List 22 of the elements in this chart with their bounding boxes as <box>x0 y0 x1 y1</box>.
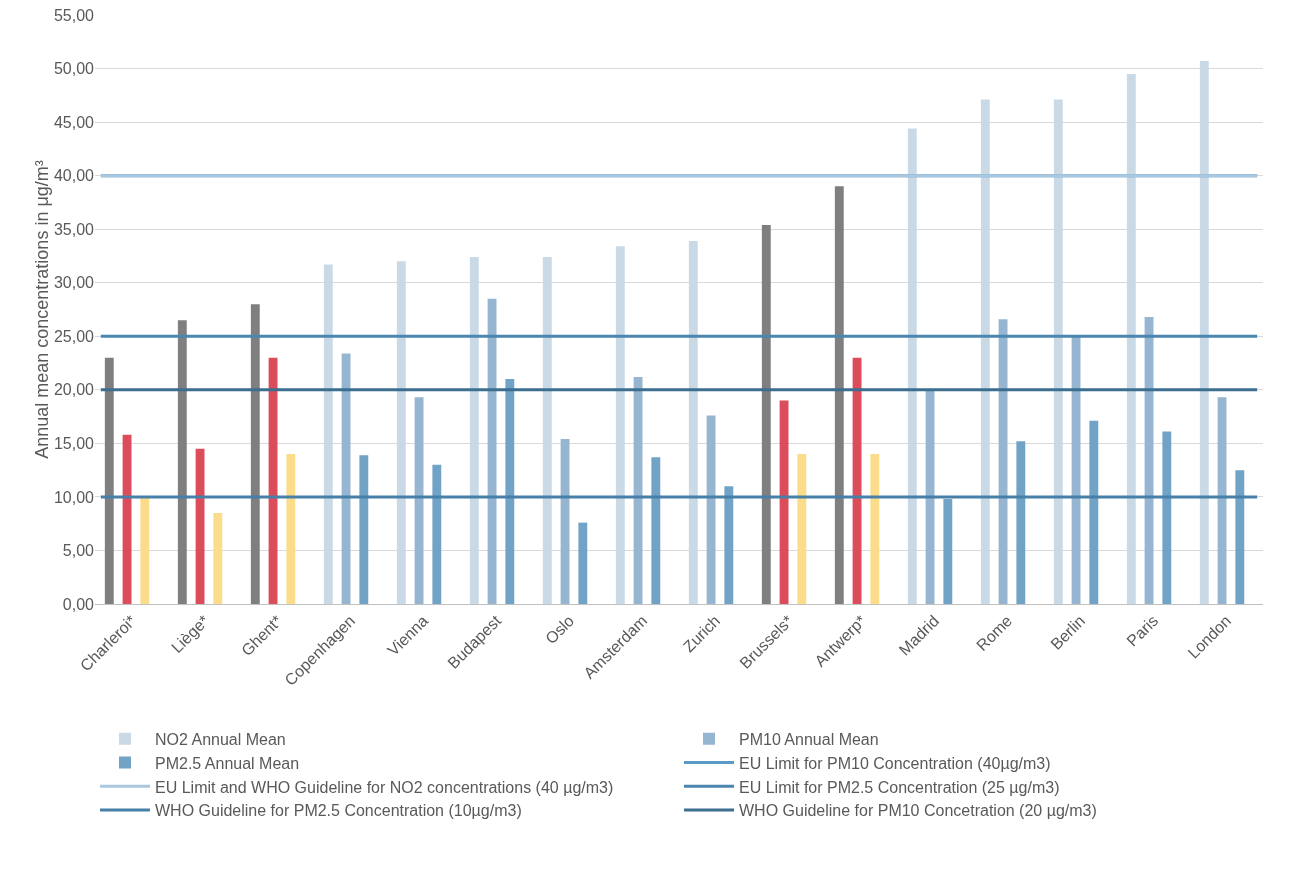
y-tick-label: 40,00 <box>53 167 95 185</box>
x-tick-label: Oslo <box>541 611 578 648</box>
legend-label: WHO Guideline for PM10 Concetration (20 µg/m3) <box>739 802 1097 820</box>
y-tick-label: 45,00 <box>53 113 95 131</box>
legend-label: PM2.5 Annual Mean <box>155 754 300 772</box>
y-axis-title: Annual mean concentrations in μg/m³ <box>31 160 52 459</box>
legend-label: EU Limit for PM10 Concentration (40µg/m3) <box>739 754 1051 772</box>
legend-label: NO2 Annual Mean <box>155 730 286 748</box>
y-tick-label: 25,00 <box>53 327 95 345</box>
y-tick-label: 30,00 <box>53 274 95 292</box>
y-tick-label: 20,00 <box>53 381 95 399</box>
y-tick-label: 50,00 <box>53 60 95 78</box>
legend-label: EU Limit for PM2.5 Concentration (25 µg/m3) <box>739 778 1060 796</box>
y-tick-label: 5,00 <box>62 542 95 560</box>
y-tick-label: 10,00 <box>53 488 95 506</box>
y-tick-label: 15,00 <box>53 434 95 452</box>
legend-label: EU Limit and WHO Guideline for NO2 concentrations (40 µg/m3) <box>155 778 614 796</box>
legend-label: WHO Guideline for PM2.5 Concentration (10µg/m3) <box>155 802 522 820</box>
y-tick-label: 35,00 <box>53 220 95 238</box>
y-tick-label: 0,00 <box>62 595 95 613</box>
y-tick-label: 55,00 <box>53 6 95 24</box>
legend-label: PM10 Annual Mean <box>739 730 879 748</box>
